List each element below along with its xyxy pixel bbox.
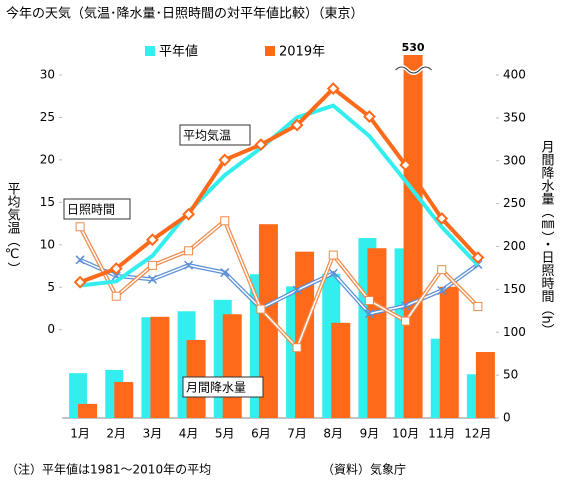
temperature-marker (218, 153, 232, 167)
annotation: 月間降水量 (186, 381, 246, 395)
y2-tick-label: 250 (503, 196, 526, 210)
y-axis-label: 平均気温（℃） (5, 182, 21, 275)
note: （資料）気象庁 (322, 462, 406, 477)
sunshine-line-inner (79, 219, 479, 350)
temperature-marker (182, 207, 195, 221)
y-tick-label: 10 (40, 237, 55, 251)
y-tick-label: 5 (47, 280, 55, 294)
value-label: 530 (402, 41, 425, 54)
x-tick-label: 10月 (392, 427, 419, 441)
x-tick-label: 4月 (179, 427, 199, 441)
y2-tick-label: 50 (503, 368, 518, 382)
x-tick-label: 9月 (360, 427, 380, 441)
sunshine-marker (184, 246, 194, 256)
bar (403, 55, 423, 418)
x-tick-label: 5月 (215, 427, 235, 441)
y2-tick-label: 100 (503, 325, 526, 339)
bar (439, 286, 459, 418)
x-tick-label: 8月 (323, 427, 343, 441)
y2-tick-label: 400 (503, 68, 526, 82)
bar (258, 224, 278, 418)
chart-title: 今年の天気（気温･降水量･日照時間の対平年値比較）（東京） (6, 6, 364, 22)
y-tick-label: 0 (47, 322, 55, 336)
bar (114, 381, 134, 418)
y-tick-label: 25 (40, 110, 55, 124)
annotation: 平均気温 (183, 128, 231, 143)
legend-swatch (265, 46, 275, 56)
x-tick-label: 7月 (287, 427, 307, 441)
note: （注）平年値は1981～2010年の平均 (6, 462, 211, 477)
sunshine-marker (328, 268, 338, 278)
annotation-box (179, 124, 251, 146)
y-tick-label: 15 (40, 195, 55, 209)
sunshine-marker (147, 260, 157, 270)
y2-tick-label: 0 (503, 411, 511, 425)
bar (150, 316, 170, 418)
x-tick-label: 1月 (70, 427, 90, 441)
sunshine-marker (292, 343, 302, 353)
y-tick-label: 30 (40, 68, 55, 82)
sunshine-marker (364, 309, 374, 319)
annotation-box (63, 198, 131, 220)
sunshine-marker (220, 268, 230, 278)
bar (367, 248, 387, 418)
temperature-marker (109, 262, 123, 275)
sunshine-marker (75, 255, 85, 265)
sunshine-marker (147, 274, 157, 284)
annotation-box (182, 376, 264, 398)
x-tick-label: 3月 (143, 427, 163, 441)
y2-tick-label: 350 (503, 110, 526, 124)
legend-swatch (145, 46, 155, 56)
sunshine-marker (256, 304, 266, 314)
temperature-marker (326, 82, 340, 95)
temperature-marker (290, 118, 304, 132)
sunshine-marker (292, 285, 302, 295)
axis-break (395, 66, 432, 74)
sunshine-marker (184, 260, 194, 270)
sunshine-marker (437, 285, 447, 296)
sunshine-marker (437, 265, 447, 275)
temperature-marker (363, 110, 376, 124)
annotation: 日照時間 (67, 203, 115, 217)
sunshine-marker (401, 301, 411, 311)
temperature-marker (254, 138, 268, 152)
x-tick-label: 12月 (464, 427, 491, 441)
temperature-marker (435, 212, 449, 225)
bar (475, 351, 495, 418)
bar (78, 403, 98, 418)
sunshine-marker (75, 222, 85, 232)
sunshine-marker (473, 302, 483, 312)
x-tick-label: 11月 (428, 427, 455, 441)
legend-label: 2019年 (279, 45, 325, 60)
bar (222, 314, 242, 418)
sunshine-marker (220, 216, 230, 226)
temperature-line (79, 85, 480, 285)
y2-axis-label: 月間降水量（㎜）・日照時間（h） (539, 140, 555, 337)
sunshine-line-inner (79, 259, 479, 315)
bar (295, 251, 315, 418)
x-tick-label: 2月 (106, 427, 126, 441)
y-tick-label: 20 (40, 152, 55, 166)
x-tick-label: 6月 (251, 427, 271, 441)
sunshine-marker (401, 316, 411, 326)
sunshine-marker (328, 250, 338, 260)
y2-tick-label: 300 (503, 153, 526, 167)
temperature-marker (146, 233, 159, 247)
legend-label: 平年値 (159, 44, 198, 60)
bar (331, 322, 351, 418)
temperature-marker (399, 158, 412, 172)
sunshine-marker (111, 291, 121, 301)
sunshine-marker (364, 296, 374, 306)
y2-tick-label: 150 (503, 282, 526, 296)
y2-tick-label: 200 (503, 239, 526, 253)
temperature-marker (471, 251, 485, 264)
temperature-marker (73, 275, 87, 289)
